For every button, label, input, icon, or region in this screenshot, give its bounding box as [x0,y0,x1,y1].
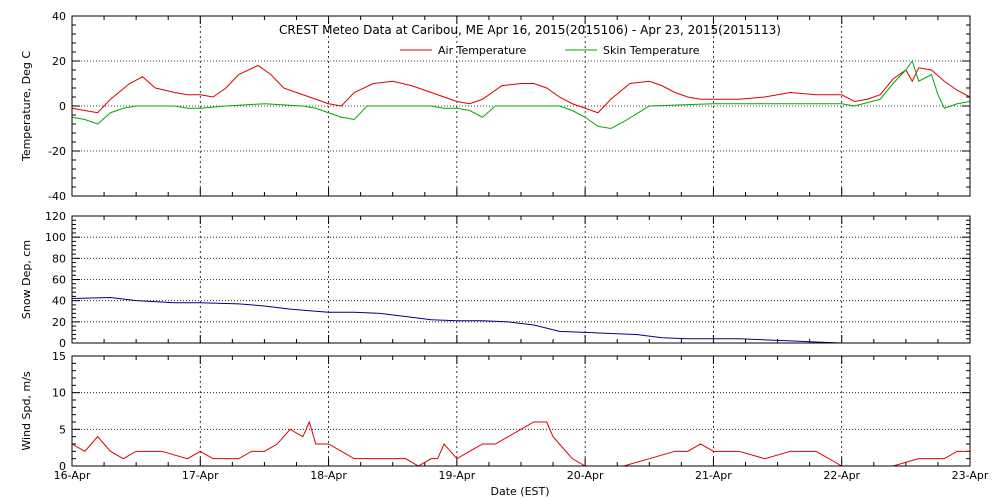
y-tick-label: 40 [52,10,66,23]
y-tick-label: 5 [59,423,66,436]
panel-2: 0 5 10 15 Wind Spd, m/s [20,350,971,473]
y-tick-label: 40 [52,295,66,308]
y-tick-label: 20 [52,55,66,68]
x-tick-label: 21-Apr [695,469,732,482]
y-tick-label: 20 [52,316,66,329]
plot-frame [71,355,971,467]
x-tick-label: 23-Apr [952,469,989,482]
plot-frame [71,15,971,197]
x-tick-label: 18-Apr [310,469,347,482]
y-tick-label: -40 [48,190,66,203]
chart-title: CREST Meteo Data at Caribou, ME Apr 16, … [279,23,781,37]
y-tick-label: 15 [52,350,66,363]
x-tick-label: 20-Apr [567,469,604,482]
x-tick-label: 16-Apr [54,469,91,482]
panels: -40 -20 0 20 40 Temperature, Deg C 0 20 40 60 80 10… [20,10,989,482]
y-tick-label: 0 [59,460,66,473]
panel-1: 0 20 40 60 80 100 120 Snow Dep, cm [20,210,971,350]
x-tick-label: 22-Apr [823,469,860,482]
series-line-panel-2 [71,420,970,467]
y-tick-label: 0 [59,337,66,350]
y-tick-label: 100 [45,231,66,244]
x-tick-label: 17-Apr [182,469,219,482]
series-line-panel-1 [71,296,970,344]
y-tick-label: 60 [52,274,66,287]
y-tick-label: 0 [59,100,66,113]
y-axis-label: Wind Spd, m/s [20,371,33,451]
y-tick-label: -20 [48,145,66,158]
x-tick-label: 19-Apr [438,469,475,482]
plot-frame [71,215,971,344]
legend-label-air-temperature: Air Temperature [438,44,527,57]
legend: Air Temperature Skin Temperature [400,44,700,57]
y-tick-label: 120 [45,210,66,223]
series-line-skin-temperature [71,59,971,130]
y-tick-label: 80 [52,252,66,265]
legend-label-skin-temperature: Skin Temperature [603,44,700,57]
x-axis-label: Date (EST) [490,485,549,498]
y-axis-label: Temperature, Deg C [20,51,33,162]
y-tick-label: 10 [52,387,66,400]
panel-0: -40 -20 0 20 40 Temperature, Deg C [20,10,971,203]
y-axis-label: Snow Dep, cm [20,240,33,319]
series-line-air-temperature [71,64,971,114]
